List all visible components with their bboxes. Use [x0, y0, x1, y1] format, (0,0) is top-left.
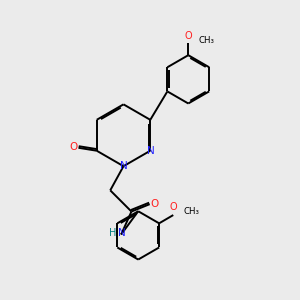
Text: N: N: [147, 146, 155, 156]
Text: N: N: [120, 161, 128, 171]
Text: O: O: [69, 142, 77, 152]
Text: H: H: [109, 228, 117, 238]
Text: O: O: [151, 199, 159, 209]
Text: O: O: [184, 31, 192, 41]
Text: CH₃: CH₃: [184, 207, 200, 216]
Text: N: N: [118, 228, 126, 238]
Text: CH₃: CH₃: [199, 36, 214, 45]
Text: O: O: [169, 202, 177, 212]
